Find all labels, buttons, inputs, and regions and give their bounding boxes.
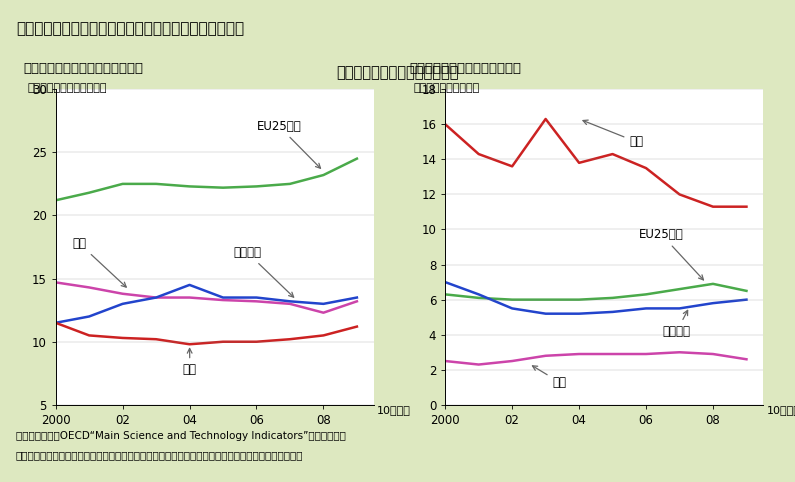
Text: 第１－３－５図　大学が使用する研究開発費の国際比較: 第１－３－５図 大学が使用する研究開発費の国際比較 [16,21,244,37]
Text: （１）大学の研究開発費使用比率: （１）大学の研究開発費使用比率 [24,62,144,75]
Text: アメリカ: アメリカ [233,246,293,297]
Text: 10（年）: 10（年） [377,405,411,415]
Text: 韓国: 韓国 [583,120,643,148]
Text: 10（年）: 10（年） [766,405,795,415]
Text: アメリカ: アメリカ [663,310,691,338]
Text: ２．（１）は研究開発費全体に対する比率、（２）は（１）図のうち企業が支出する比率。: ２．（１）は研究開発費全体に対する比率、（２）は（１）図のうち企業が支出する比率… [16,451,304,461]
Text: （対大学使用分、％）: （対大学使用分、％） [413,83,479,93]
Text: 日本: 日本 [533,366,566,388]
Text: 企業から大学への流れは低水準: 企業から大学への流れは低水準 [336,65,459,80]
Text: （対研究開発費全体、％）: （対研究開発費全体、％） [28,83,107,93]
Text: EU25カ国: EU25カ国 [639,228,704,280]
Text: 日本: 日本 [72,237,126,287]
Text: EU25カ国: EU25カ国 [257,120,320,168]
Text: 韓国: 韓国 [183,348,197,376]
Text: （備考）　１．OECD“Main Science and Technology Indicators”により作成。: （備考） １．OECD“Main Science and Technology … [16,431,346,442]
Text: （２）うち企業が支出する比率: （２）うち企業が支出する比率 [409,62,522,75]
